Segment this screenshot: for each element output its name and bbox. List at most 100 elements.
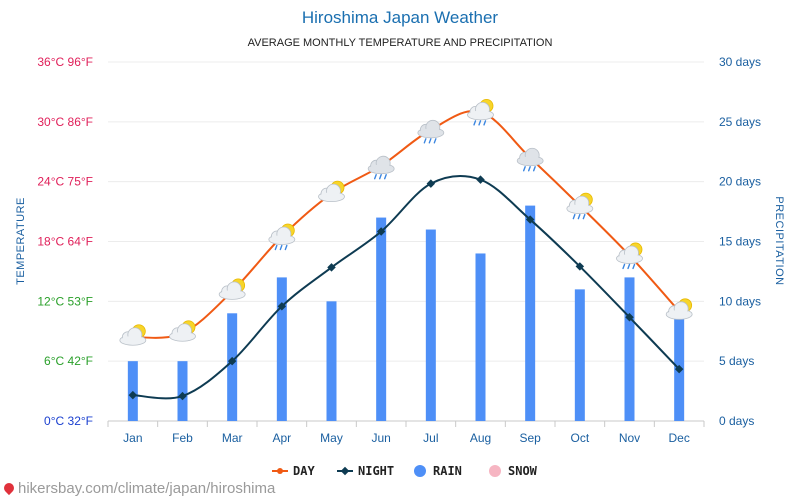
cloud-icon (467, 101, 494, 121)
right-tick-label: 25 days (719, 115, 761, 129)
weather-icon (268, 223, 296, 251)
weather-icon (417, 119, 445, 144)
x-axis-ticks: Jan Feb Mar Apr May Jun Jul Aug Sep Oct Nov Dec (107, 421, 705, 445)
x-tick-label: Apr (272, 431, 291, 445)
x-tick-label: Dec (668, 431, 689, 445)
rain-bar (227, 313, 238, 421)
night-point (476, 175, 485, 184)
night-point (277, 302, 287, 311)
rain-bar (574, 289, 585, 421)
weather-icon (616, 242, 643, 270)
rain-bar (624, 277, 635, 421)
weather-icon (218, 278, 246, 300)
cloud-icon (268, 226, 296, 245)
legend: DAY NIGHT RAIN SNOW (272, 464, 538, 478)
night-point (327, 263, 336, 272)
x-tick-label: Feb (172, 431, 193, 445)
weather-icon (169, 320, 196, 342)
x-tick-label: Jan (123, 431, 142, 445)
legend-item-snow[interactable]: SNOW (489, 464, 538, 478)
x-tick-label: Oct (570, 431, 589, 445)
night-point (625, 313, 634, 322)
legend-label: RAIN (433, 464, 462, 478)
y2-axis-title: PRECIPITATION (773, 196, 785, 285)
legend-label: DAY (293, 464, 315, 478)
left-tick-label: 12°C 53°F (37, 294, 93, 308)
night-point (674, 364, 684, 374)
weather-icons (119, 98, 693, 346)
rain-drops-icon (274, 244, 288, 251)
right-axis-ticks: 0 days 5 days 10 days 15 days 20 days 25 days… (719, 55, 761, 428)
cloud-icon (516, 147, 544, 167)
x-tick-label: Nov (619, 431, 640, 445)
legend-marker (340, 466, 350, 476)
weather-icon (467, 98, 494, 126)
y-axis-title: TEMPERATURE (15, 197, 27, 285)
legend-swatch (489, 465, 501, 477)
x-tick-label: Aug (470, 431, 491, 445)
night-line (132, 175, 680, 400)
source-text: hikersbay.com/climate/japan/hiroshima (18, 480, 276, 497)
x-tick-label: May (320, 431, 343, 445)
night-point (575, 262, 585, 271)
cloud-icon (566, 195, 594, 215)
x-tick-label: Jul (423, 431, 438, 445)
rain-drops-icon (373, 174, 387, 180)
night-point (227, 356, 237, 366)
temperature-lines (128, 109, 684, 401)
cloud-icon (417, 119, 445, 139)
weather-icon (665, 298, 693, 320)
weather-icon (367, 155, 395, 180)
night-point (426, 179, 436, 188)
chart-title: Hiroshima Japan Weather (302, 8, 499, 27)
legend-marker (277, 468, 283, 474)
left-tick-label: 6°C 42°F (44, 354, 93, 368)
left-tick-label: 30°C 86°F (37, 115, 93, 129)
night-point (178, 391, 187, 401)
rain-bar (177, 361, 188, 421)
left-axis-ticks: 0°C 32°F 6°C 42°F 12°C 53°F 18°C 64°F 24°C 7… (37, 55, 93, 428)
rain-bar (376, 217, 387, 421)
legend-swatch (414, 465, 426, 477)
right-tick-label: 0 days (719, 414, 754, 428)
legend-item-night[interactable]: NIGHT (337, 464, 394, 478)
right-tick-label: 10 days (719, 294, 761, 308)
rain-drops-icon (522, 166, 536, 172)
rain-bar (326, 301, 337, 421)
cloud-icon (665, 301, 693, 320)
left-tick-label: 24°C 75°F (37, 175, 93, 189)
legend-label: SNOW (508, 464, 538, 478)
cloud-icon (169, 323, 196, 342)
weather-icon (318, 180, 345, 203)
right-tick-label: 15 days (719, 235, 761, 249)
day-line (132, 109, 680, 339)
legend-label: NIGHT (358, 464, 394, 478)
left-tick-label: 18°C 64°F (37, 235, 93, 249)
source-link[interactable]: hikersbay.com/climate/japan/hiroshima (1, 480, 276, 497)
cloud-icon (616, 245, 643, 264)
night-point (128, 390, 138, 400)
rain-bar (276, 277, 287, 421)
night-point (376, 227, 386, 236)
rain-drops-icon (622, 263, 636, 270)
right-tick-label: 20 days (719, 175, 761, 189)
chart-subtitle: AVERAGE MONTHLY TEMPERATURE AND PRECIPIT… (248, 37, 553, 49)
x-tick-label: Sep (519, 431, 541, 445)
rain-bar (525, 205, 536, 421)
legend-item-rain[interactable]: RAIN (414, 464, 462, 478)
cloud-icon (318, 183, 345, 203)
location-pin-icon (1, 480, 17, 496)
weather-icon (516, 147, 544, 172)
rain-bar (425, 229, 436, 421)
rain-bar (475, 253, 486, 421)
gridlines (108, 61, 704, 422)
legend-item-day[interactable]: DAY (272, 464, 315, 478)
right-tick-label: 30 days (719, 55, 761, 69)
left-tick-label: 0°C 32°F (44, 414, 93, 428)
x-tick-label: Jun (371, 431, 390, 445)
weather-icon (566, 192, 594, 220)
weather-icon (119, 324, 147, 346)
rain-bars (127, 205, 685, 421)
cloud-icon (218, 281, 246, 300)
